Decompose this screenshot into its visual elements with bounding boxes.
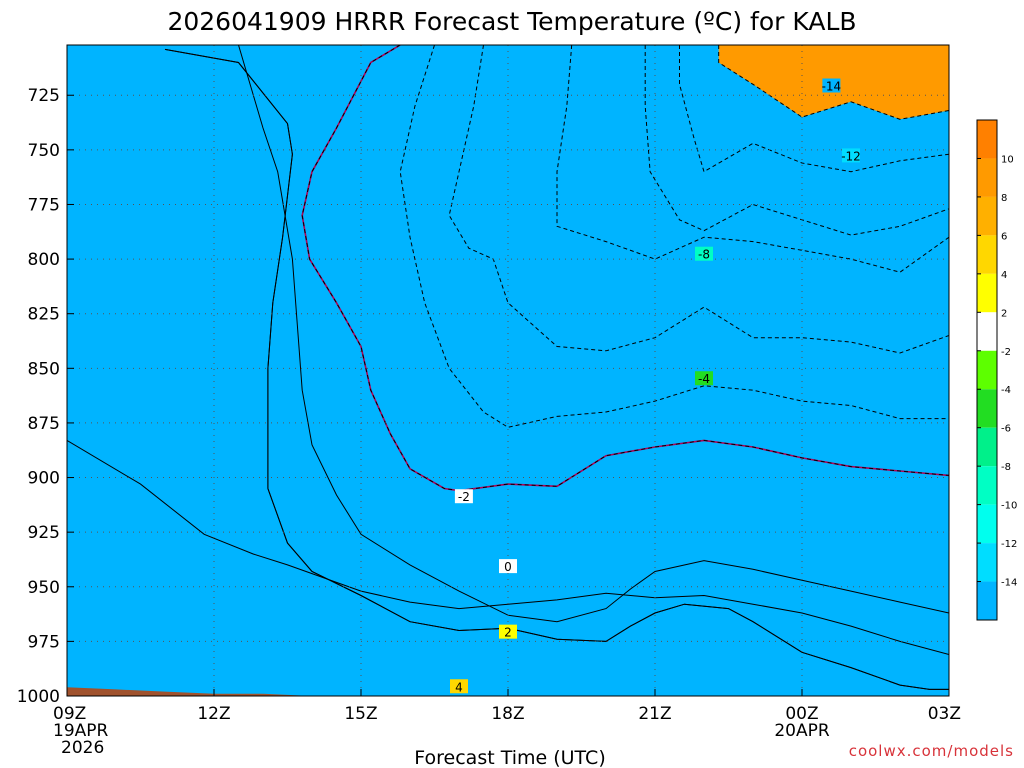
contour-label: -14	[822, 80, 842, 94]
colorbar-label: 2	[1001, 308, 1007, 319]
colorbar-label: -10	[1001, 501, 1017, 512]
y-tick-label: 1000	[17, 687, 60, 707]
colorbar-swatch	[977, 389, 997, 428]
contour-label-bg	[822, 78, 841, 93]
colorbar-label: -2	[1001, 347, 1011, 358]
colorbar-label: 6	[1001, 231, 1007, 242]
contour-label-bg	[842, 148, 860, 163]
x-tick-label: 03Z	[928, 704, 961, 724]
plot-contour-lines	[67, 45, 949, 690]
contour-label-bg	[695, 246, 713, 261]
credit-text: coolwx.com/models	[849, 742, 1014, 760]
contour-label: 0	[504, 560, 512, 574]
contour-label: -12	[841, 149, 861, 163]
colorbar-label: -12	[1001, 539, 1017, 550]
colorbar-swatch	[977, 466, 997, 505]
colorbar-swatch	[977, 120, 997, 159]
colorbar-swatch	[977, 158, 997, 197]
y-tick-label: 925	[28, 523, 60, 543]
contour-label-bg	[450, 679, 468, 694]
colorbar-label: 10	[1001, 154, 1014, 165]
y-tick-label: 900	[28, 469, 60, 489]
x-tick-label: 15Z	[344, 704, 377, 724]
contour-line-6	[399, 45, 949, 428]
y-tick-label: 725	[28, 86, 60, 106]
x-tick-date: 19APR	[53, 721, 109, 741]
contour-label: -2	[458, 490, 470, 504]
contour-label-bg	[695, 371, 713, 386]
x-tick-year: 2026	[61, 738, 104, 758]
ground-layer	[67, 687, 949, 696]
x-tick-label: 12Z	[197, 704, 230, 724]
y-tick-label: 975	[28, 632, 60, 652]
colorbar-label: 4	[1001, 270, 1007, 281]
contour-line-2	[164, 48, 949, 690]
colorbar-swatch	[977, 196, 997, 236]
contour-label: -8	[698, 248, 710, 262]
ground-fill	[67, 687, 949, 696]
colorbar-swatch	[977, 235, 997, 274]
contour-line-11	[718, 45, 949, 120]
plot-fills	[67, 45, 949, 696]
contour-line-3	[238, 45, 949, 623]
y-tick-label: 950	[28, 578, 60, 598]
y-axis-ticks: 725 750 775 800 825 850 875 900 925 950 975 1000	[17, 86, 74, 707]
colorbar-swatch	[977, 543, 997, 582]
contour-label-bg	[454, 489, 473, 504]
colorbar-label: -14	[1001, 578, 1017, 589]
contour-label-bg	[499, 624, 517, 639]
contour-line-10	[679, 45, 949, 173]
contour-line-5	[301, 45, 949, 492]
y-tick-label: 750	[28, 141, 60, 161]
colorbar: 10 8 6 4 2 -2 -4 -6 -8 -10 -12 -14	[976, 119, 1017, 621]
x-tick-label: 09Z	[53, 704, 86, 724]
contour-line-0	[67, 439, 949, 655]
contour-label: -4	[698, 372, 710, 386]
colorbar-swatch	[977, 350, 997, 390]
temperature-band-11	[67, 45, 949, 696]
y-tick-label: 875	[28, 414, 60, 434]
colorbar-label: -8	[1001, 462, 1011, 473]
y-tick-label: 825	[28, 305, 60, 325]
y-tick-label: 775	[28, 195, 60, 215]
colorbar-swatch	[977, 427, 997, 467]
contour-line-7	[448, 45, 949, 354]
colorbar-label: -6	[1001, 424, 1011, 435]
contour-line-9	[644, 45, 949, 236]
x-axis-label: Forecast Time (UTC)	[414, 747, 605, 768]
colorbar-label: -4	[1001, 385, 1011, 396]
x-tick-label: 21Z	[638, 704, 671, 724]
y-tick-label: 800	[28, 250, 60, 270]
x-tick-label: 00Z	[785, 704, 818, 724]
colorbar-label: 8	[1001, 193, 1007, 204]
x-tick-label: 18Z	[491, 704, 524, 724]
contour-label: 4	[455, 680, 463, 694]
colorbar-swatch	[977, 273, 997, 313]
y-tick-label: 850	[28, 359, 60, 379]
contour-label: 2	[504, 626, 512, 640]
x-tick-date: 20APR	[774, 721, 830, 741]
colorbar-swatch	[977, 581, 997, 620]
colorbar-swatch	[977, 504, 997, 544]
contour-labels: -14 -12 -8 -4 -2 0 2 4	[450, 78, 861, 694]
colorbar-frame	[976, 119, 998, 621]
colorbar-swatch	[977, 312, 997, 351]
contour-label-bg	[499, 559, 517, 574]
chart-title: 2026041909 HRRR Forecast Temperature (ºC…	[167, 7, 856, 36]
